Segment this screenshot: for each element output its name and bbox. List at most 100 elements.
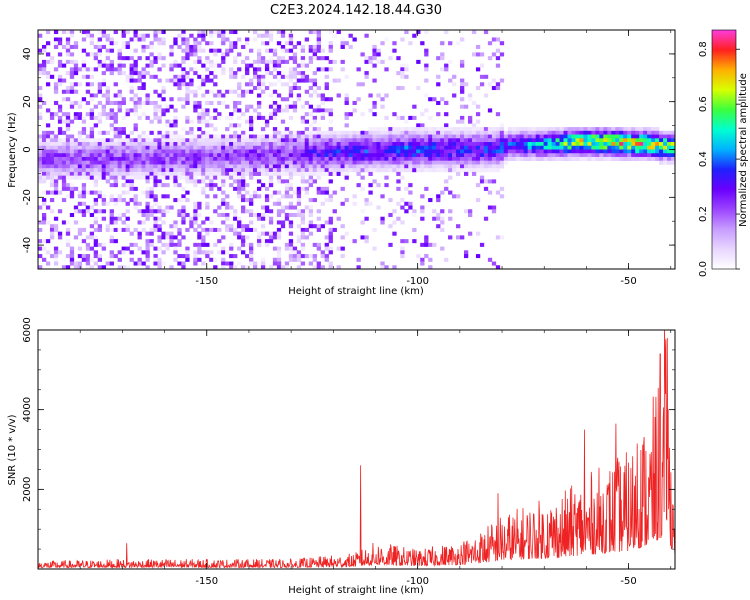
heatmap-cell xyxy=(161,212,166,218)
heatmap-cell xyxy=(117,227,122,232)
heatmap-cell xyxy=(61,186,67,191)
heatmap-cell xyxy=(483,74,489,79)
heatmap-cell xyxy=(428,242,433,247)
heatmap-cell xyxy=(217,142,222,147)
heatmap-cell xyxy=(308,86,314,91)
heatmap-cell xyxy=(511,134,517,139)
heatmap-cell xyxy=(189,149,194,154)
heatmap-cell xyxy=(412,134,417,139)
heatmap-cell xyxy=(197,48,202,53)
heatmap-cell xyxy=(543,127,548,132)
heatmap-cell xyxy=(479,63,485,68)
heatmap-cell xyxy=(97,119,102,124)
heatmap-cell xyxy=(579,153,584,158)
heatmap-cell xyxy=(161,209,166,214)
heatmap-cell xyxy=(185,179,190,184)
heatmap-cell xyxy=(304,171,310,176)
heatmap-cell xyxy=(252,261,258,266)
heatmap-cell xyxy=(436,160,441,165)
heatmap-cell xyxy=(65,115,71,120)
heatmap-cell xyxy=(308,153,314,158)
heatmap-cell xyxy=(137,56,142,61)
heatmap-cell xyxy=(380,104,385,109)
heatmap-cell xyxy=(97,37,102,42)
heatmap-cell xyxy=(221,30,226,35)
heatmap-cell xyxy=(268,82,274,87)
heatmap-cell xyxy=(73,63,79,68)
heatmap-cell xyxy=(117,56,122,61)
heatmap-cell xyxy=(252,67,258,72)
heatmap-cell xyxy=(45,239,51,244)
heatmap-cell xyxy=(380,153,385,158)
heatmap-cell xyxy=(479,142,485,147)
heatmap-cell xyxy=(575,134,580,139)
heatmap-cell xyxy=(245,89,250,94)
heatmap-cell xyxy=(511,153,517,158)
heatmap-cell xyxy=(73,59,79,64)
heatmap-cell xyxy=(280,194,286,199)
heatmap-cell xyxy=(49,142,55,147)
heatmap-cell xyxy=(245,82,250,87)
heatmap-cell xyxy=(256,134,262,139)
heatmap-cell xyxy=(181,198,186,203)
heatmap-cell xyxy=(519,149,525,154)
heatmap-cell xyxy=(396,186,401,191)
heatmap-cell xyxy=(213,52,218,57)
heatmap-cell xyxy=(97,257,102,262)
heatmap-cell xyxy=(400,130,405,135)
heatmap-cell xyxy=(69,190,75,195)
y-tick-label: 20 xyxy=(22,95,33,108)
heatmap-cell xyxy=(145,56,150,61)
heatmap-cell xyxy=(475,168,481,173)
heatmap-cell xyxy=(276,198,282,203)
heatmap-cell xyxy=(201,164,206,169)
heatmap-cell xyxy=(479,138,485,143)
heatmap-cell xyxy=(659,130,664,135)
heatmap-cell xyxy=(141,190,146,195)
heatmap-cell xyxy=(667,156,672,161)
heatmap-cell xyxy=(463,130,469,135)
heatmap-cell xyxy=(643,127,648,132)
heatmap-cell xyxy=(149,168,154,173)
heatmap-cell xyxy=(141,261,146,266)
heatmap-cell xyxy=(619,142,624,147)
heatmap-cell xyxy=(157,134,162,139)
heatmap-cell xyxy=(388,127,393,132)
heatmap-cell xyxy=(229,149,234,154)
heatmap-cell xyxy=(41,201,47,206)
heatmap-cell xyxy=(38,112,43,117)
heatmap-cell xyxy=(73,220,79,225)
heatmap-cell xyxy=(189,220,194,225)
heatmap-cell xyxy=(368,142,373,147)
heatmap-cell xyxy=(296,41,302,46)
heatmap-cell xyxy=(611,142,616,147)
heatmap-cell xyxy=(272,138,278,143)
heatmap-cell xyxy=(300,254,306,259)
heatmap-cell xyxy=(225,145,230,150)
heatmap-cell xyxy=(535,153,540,158)
heatmap-cell xyxy=(260,205,266,210)
heatmap-cell xyxy=(507,156,513,161)
heatmap-cell xyxy=(300,145,306,150)
heatmap-cell xyxy=(93,209,99,214)
heatmap-cell xyxy=(428,153,433,158)
heatmap-cell xyxy=(424,168,429,173)
heatmap-cell xyxy=(101,175,106,180)
heatmap-cell xyxy=(292,134,298,139)
heatmap-cell xyxy=(245,171,250,176)
heatmap-cell xyxy=(583,149,588,154)
heatmap-cell xyxy=(479,82,485,87)
heatmap-cell xyxy=(89,171,95,176)
heatmap-cell xyxy=(61,142,67,147)
heatmap-cell xyxy=(348,44,353,49)
heatmap-cell xyxy=(671,156,676,161)
heatmap-cell xyxy=(145,209,150,214)
heatmap-cell xyxy=(197,33,202,38)
heatmap-cell xyxy=(41,149,47,154)
heatmap-cell xyxy=(272,48,278,53)
heatmap-cell xyxy=(356,265,361,270)
heatmap-cell xyxy=(563,127,568,132)
heatmap-cell xyxy=(73,186,79,191)
heatmap-cell xyxy=(292,156,298,161)
heatmap-cell xyxy=(264,33,270,38)
